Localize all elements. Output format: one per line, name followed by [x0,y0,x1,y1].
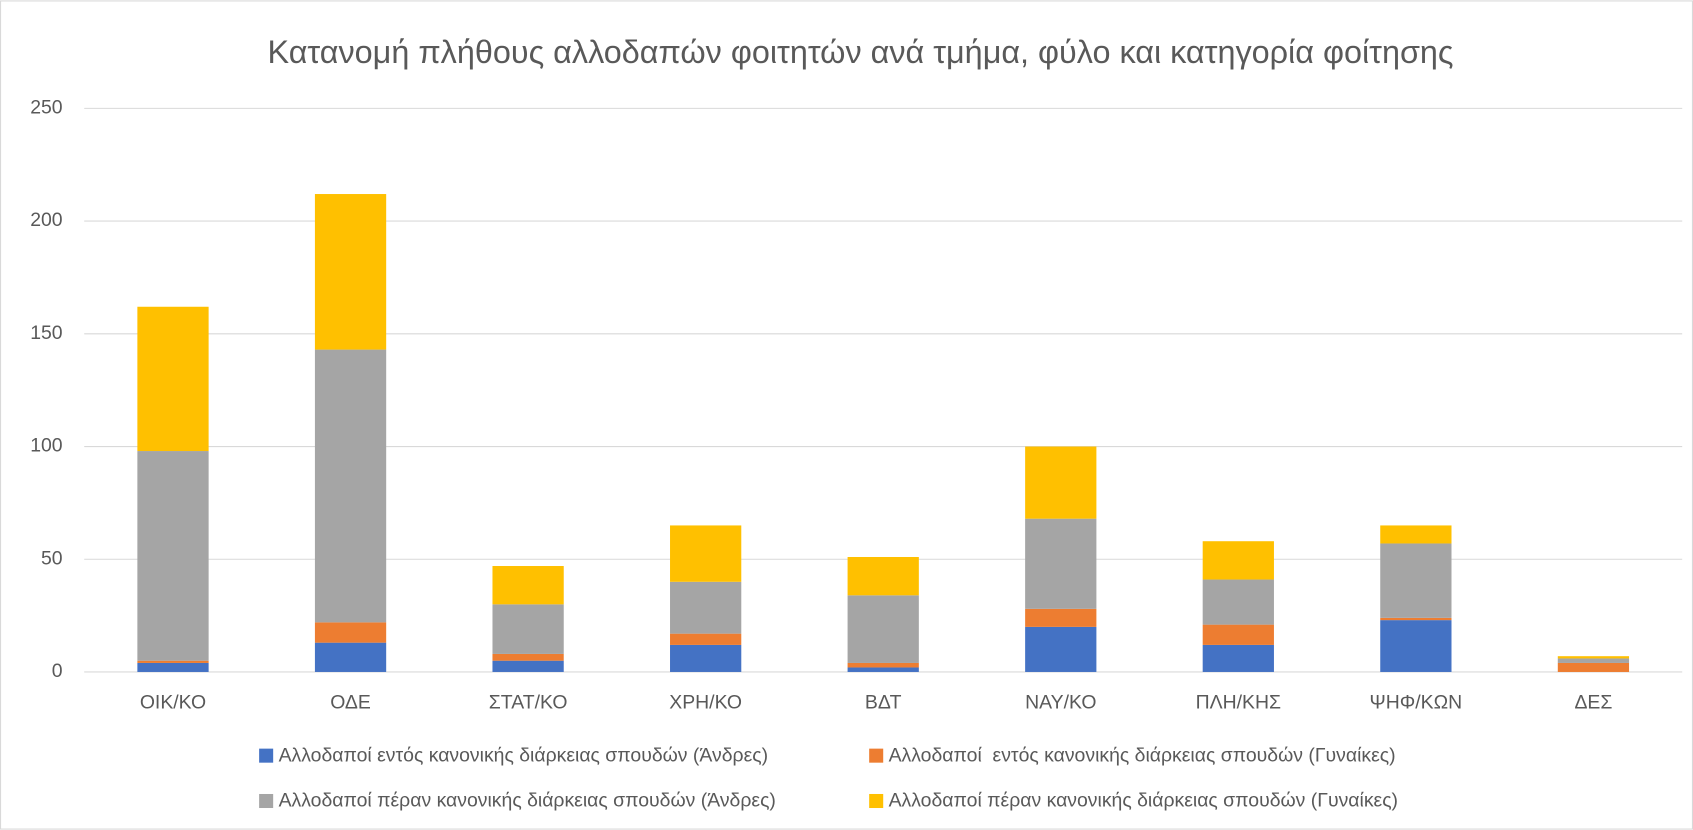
bar-segment [1380,617,1452,621]
y-tick-label: 0 [52,660,63,682]
bar-segment [492,653,564,661]
x-tick-label: ΔΕΣ [1574,691,1612,713]
bar-segment [847,667,919,672]
legend-label: Αλλοδαποί πέραν κανονικής διάρκειας σπου… [279,790,776,812]
bar-segment [314,349,387,623]
bar-segment [847,662,919,668]
x-tick-label: ΠΛΗ/ΚΗΣ [1196,691,1281,713]
y-tick-label: 150 [30,322,63,344]
bar-segment [492,660,564,672]
bar-segment [1025,626,1097,672]
bar-segment [1202,644,1274,672]
bar-segment [1380,620,1452,672]
bar-segment [1025,608,1097,627]
bar-segment [1025,446,1097,519]
x-tick-label: ΝΑΥ/ΚΟ [1025,691,1096,713]
bar-segment [1025,518,1097,609]
x-tick-label: ΟΙΚ/ΚΟ [140,691,206,713]
bar-segment [1202,579,1274,625]
bar-segment [137,451,209,661]
bar-segment [314,642,387,672]
bar-segment [314,194,387,350]
legend-swatch [259,748,274,763]
y-tick-label: 50 [41,547,63,569]
legend-label: Αλλοδαποί εντός κανονικής διάρκειας σπου… [279,744,768,766]
bar-segment [847,556,919,596]
legend-swatch [259,793,274,809]
x-tick-label: ΧΡΗ/ΚΟ [669,691,742,713]
bar-segment [670,581,742,634]
y-tick-label: 100 [30,435,63,457]
legend-label: Αλλοδαποί εντός κανονικής διάρκειας σπου… [889,744,1396,766]
legend-swatch [869,748,884,763]
bar-segment [137,662,209,672]
bar-segment [492,566,564,605]
bar-segment [1557,658,1630,663]
x-tick-label: ΟΔΕ [330,691,371,713]
y-tick-label: 250 [30,96,63,118]
bar-segment [1380,543,1452,618]
legend-label: Αλλοδαποί πέραν κανονικής διάρκειας σπου… [889,790,1398,812]
bar-segment [670,633,742,645]
bar-segment [1557,656,1630,659]
bar-segment [1202,624,1274,645]
bar-segment [670,525,742,582]
legend-swatch [869,793,884,809]
x-tick-label: ΣΤΑΤ/ΚΟ [489,691,568,713]
chart-title: Κατανομή πλήθους αλλοδαπών φοιτητών ανά … [268,34,1454,70]
bar-segment [137,306,209,452]
bar-segment [314,622,387,643]
bar-segment [492,604,564,654]
bar-segment [1380,525,1452,544]
y-tick-label: 200 [30,209,63,231]
bar-segment [1202,541,1274,580]
x-tick-label: ΨΗΦ/ΚΩΝ [1370,691,1463,713]
bar-segment [670,644,742,672]
bar-segment [137,660,209,663]
bar-segment [1557,662,1630,672]
bar-segment [847,595,919,663]
x-tick-label: ΒΔΤ [865,691,902,713]
